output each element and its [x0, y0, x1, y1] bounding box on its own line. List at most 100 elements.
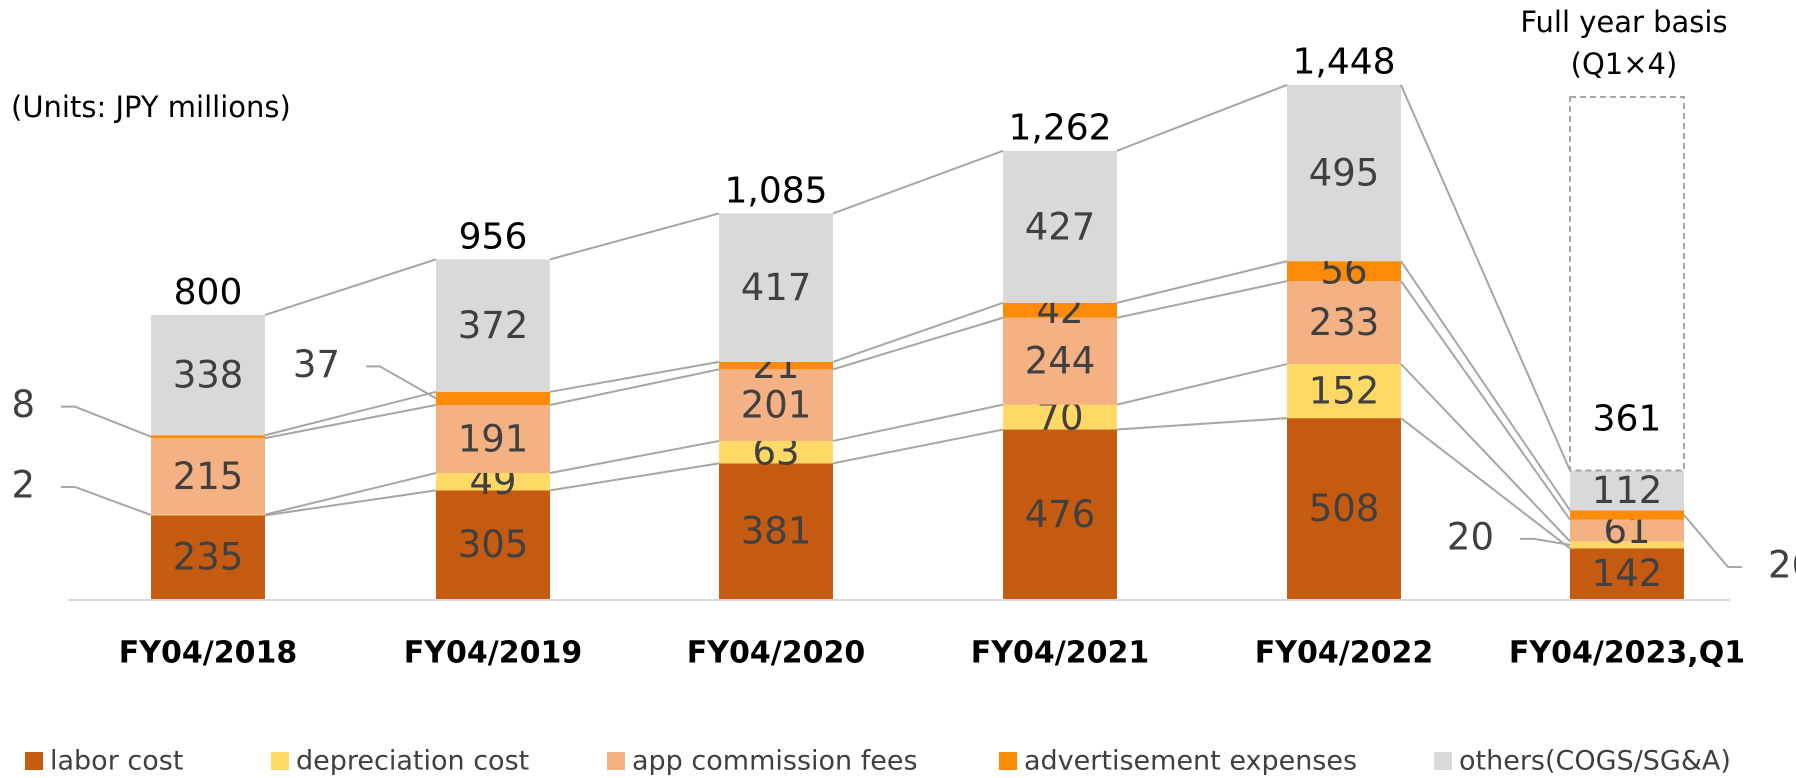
connector-line	[1400, 280, 1571, 521]
legend-label: labor cost	[50, 746, 183, 777]
bar-segment	[1287, 281, 1401, 365]
category-label: FY04/2018	[119, 636, 297, 671]
segment-label: 381	[741, 510, 812, 553]
leader-line	[366, 365, 437, 400]
bar-segment	[151, 515, 265, 599]
segment-label: 8	[11, 383, 35, 426]
legend-label: depreciation cost	[296, 746, 529, 777]
segment-label: 244	[1025, 340, 1096, 383]
segment-label: 215	[173, 455, 244, 498]
bar-segment	[151, 438, 265, 515]
connector-line	[1116, 260, 1288, 304]
connector-line	[832, 316, 1004, 371]
connector-line	[264, 489, 437, 517]
bar-segment	[1287, 261, 1401, 282]
leader-line	[1520, 537, 1571, 546]
connector-line	[264, 472, 437, 516]
connector-line	[549, 360, 720, 393]
connector-line	[832, 149, 1004, 215]
segment-label: 201	[741, 384, 812, 427]
connector-line	[549, 439, 720, 474]
legend-swatch	[25, 752, 43, 770]
bar-segment	[719, 369, 833, 441]
total-label: 956	[459, 217, 528, 258]
connector-line	[832, 301, 1004, 363]
segment-label: 372	[458, 304, 529, 347]
segment-label: 476	[1025, 493, 1096, 536]
bar-segment	[1570, 541, 1684, 549]
category-label: FY04/2023,Q1	[1509, 636, 1745, 671]
segment-label: 495	[1309, 152, 1380, 195]
bar-segment	[1003, 150, 1117, 303]
connector-line	[549, 462, 720, 492]
bar-segment	[436, 490, 550, 599]
connector-line	[1400, 260, 1571, 511]
connector-line	[264, 258, 437, 316]
bar-segment	[436, 391, 550, 405]
bar-segment	[1003, 317, 1117, 405]
connector-line	[1116, 363, 1288, 406]
annotation-line: Full year basis	[1520, 5, 1727, 39]
leader-line	[1683, 514, 1742, 568]
bar-segment	[1287, 418, 1401, 599]
legend-swatch	[607, 752, 625, 770]
connector-line	[549, 368, 720, 406]
bar-segment	[151, 435, 265, 439]
legend-label: advertisement expenses	[1024, 746, 1357, 777]
legend-swatch	[999, 752, 1017, 770]
segment-label: 427	[1025, 205, 1096, 248]
connector-line	[1116, 417, 1288, 431]
annotation-line: (Q1×4)	[1571, 47, 1678, 81]
connector-line	[1116, 84, 1288, 152]
legend-swatch	[271, 752, 289, 770]
segment-label: 305	[458, 523, 529, 566]
units-note: (Units: JPY millions)	[11, 90, 291, 124]
bar-segment	[1570, 470, 1684, 511]
legend-swatch	[1434, 752, 1452, 770]
bar-segment	[719, 213, 833, 362]
category-label: FY04/2020	[687, 636, 865, 671]
connector-line	[264, 403, 437, 440]
leader-line	[61, 485, 152, 516]
connector-line	[832, 403, 1004, 442]
total-label: 1,262	[1008, 108, 1111, 149]
leader-line	[61, 405, 152, 438]
connector-line	[1400, 417, 1571, 550]
bar-segment	[719, 463, 833, 599]
connector-line	[549, 212, 720, 261]
bar-segment	[436, 404, 550, 473]
legend-label: others(COGS/SG&A)	[1459, 746, 1731, 777]
segment-label: 37	[293, 343, 340, 386]
bar-segment	[436, 259, 550, 392]
category-label: FY04/2022	[1255, 636, 1433, 671]
segment-label: 233	[1309, 301, 1380, 344]
connector-line	[1400, 363, 1571, 543]
bar-segment	[719, 440, 833, 464]
category-label: FY04/2021	[971, 636, 1149, 671]
bar-segment	[1003, 404, 1117, 430]
bar-segment	[436, 472, 550, 491]
segment-label: 191	[458, 417, 529, 460]
connector-line	[1116, 280, 1288, 319]
bar-segment	[1570, 519, 1684, 542]
full-year-box	[1569, 96, 1685, 472]
segment-label: 142	[1592, 552, 1663, 595]
connector-line	[1400, 84, 1571, 471]
segment-label: 112	[1592, 469, 1663, 512]
bar-segment	[1570, 548, 1684, 599]
total-label: 1,085	[724, 171, 827, 212]
segment-label: 338	[173, 354, 244, 397]
category-label: FY04/2019	[404, 636, 582, 671]
total-label: 800	[174, 272, 243, 313]
bar-segment	[719, 361, 833, 370]
segment-label: 26	[1768, 543, 1796, 586]
segment-label: 417	[741, 266, 812, 309]
bar-segment	[1003, 429, 1117, 599]
segment-label: 2	[11, 463, 35, 506]
bar-segment	[1003, 302, 1117, 318]
bar-segment	[151, 314, 265, 436]
total-label: 361	[1593, 398, 1662, 439]
bar-segment	[1570, 510, 1684, 520]
total-label: 1,448	[1292, 42, 1395, 83]
